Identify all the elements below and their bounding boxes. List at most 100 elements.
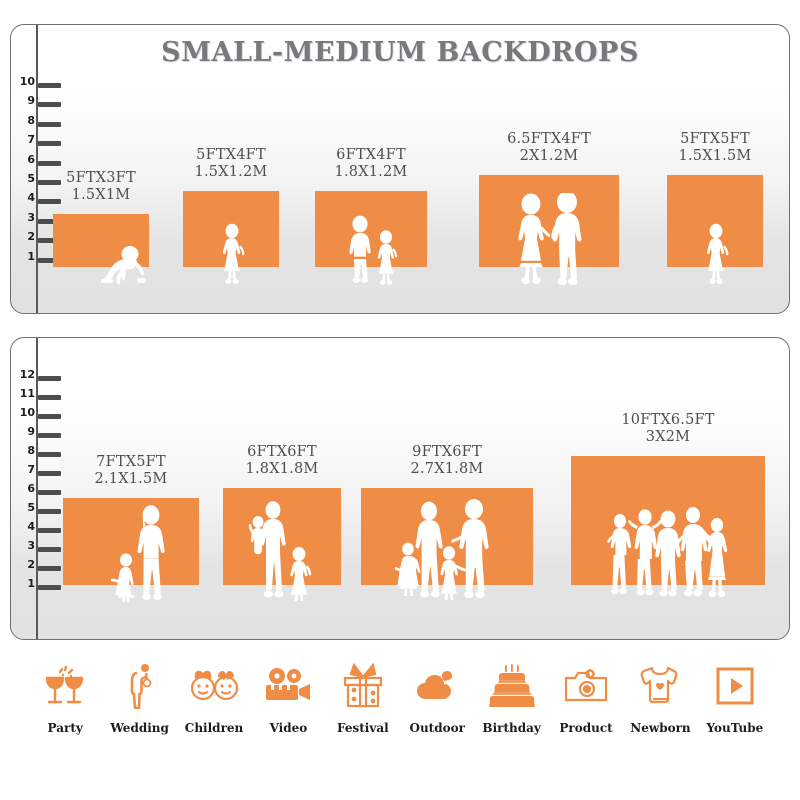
ruler-tick	[38, 180, 61, 185]
ruler-tick	[38, 141, 61, 147]
ruler-tick-label: 9	[27, 94, 35, 108]
backdrop-size-label: 5FTX5FT 1.5X1.5M	[679, 131, 752, 165]
movie-camera-icon	[263, 655, 313, 717]
ruler-tick	[38, 433, 61, 438]
ruler-tick-label: 10	[19, 406, 35, 419]
ruler-tick-label: 6	[27, 482, 35, 495]
ruler-tick	[38, 257, 61, 263]
backdrop-size-label: 5FTX4FT 1.5X1.2M	[195, 147, 268, 181]
ruler-tick	[38, 102, 61, 108]
backdrop-size-label: 9FTX6FT 2.7X1.8M	[411, 444, 484, 478]
small-medium-panel: SMALL-MEDIUM BACKDROPS 10 9 8 7 6 5 4 3 2 1 5FTX3…	[10, 24, 790, 314]
size-feet: 5FTX3FT	[66, 170, 136, 186]
size-meters: 2.7X1.8M	[410, 461, 484, 478]
ruler-tick-label: 12	[19, 368, 35, 381]
ruler-tick	[38, 528, 61, 533]
ruler-tick-label: 11	[19, 387, 35, 400]
person-silhouette-group-of-five	[607, 507, 727, 598]
ruler-tick-label: 5	[27, 172, 35, 185]
ruler-tick-label: 3	[27, 210, 35, 224]
height-ruler-top: 10 9 8 7 6 5 4 3 2 1	[11, 25, 69, 313]
ruler-tick-label: 5	[27, 501, 35, 514]
category-label: Party	[47, 721, 83, 735]
size-meters: 1.8X1.8M	[245, 461, 319, 478]
size-feet: 7FTX5FT	[96, 454, 166, 470]
ruler-tick-label: 2	[27, 230, 35, 244]
backdrop-swatch[interactable]	[479, 175, 619, 267]
ruler-tick	[38, 471, 61, 476]
size-meters: 1.8X1.2M	[334, 164, 408, 181]
person-silhouette-crawling-baby	[101, 246, 146, 285]
category-label: Birthday	[482, 721, 541, 735]
ruler-tick	[38, 199, 61, 205]
ruler-tick	[38, 121, 61, 127]
two-kid-faces-icon	[188, 655, 240, 717]
ruler-tick	[38, 160, 61, 166]
ruler-tick	[38, 395, 61, 400]
backdrop-size-label: 6.5FTX4FT 2X1.2M	[507, 131, 591, 165]
ruler-tick-label: 9	[27, 425, 35, 438]
ruler-tick-label: 7	[27, 133, 35, 147]
ruler-axis	[36, 25, 38, 313]
category-label: Children	[184, 721, 244, 735]
ruler-tick-label: 6	[27, 152, 35, 166]
size-feet: 6.5FTX4FT	[507, 131, 591, 147]
category-item[interactable]: Children	[177, 655, 251, 735]
category-item[interactable]: Birthday	[474, 655, 548, 735]
person-silhouette-one-girl	[706, 223, 729, 285]
ruler-tick	[38, 414, 61, 419]
category-label: Festival	[336, 721, 389, 735]
baby-onesie-icon	[639, 655, 681, 717]
category-item[interactable]: Wedding	[102, 655, 176, 735]
size-meters: 2.1X1.5M	[94, 471, 168, 488]
person-silhouette-mother-child-girl	[248, 501, 312, 601]
size-feet: 6FTX6FT	[247, 444, 317, 460]
category-item[interactable]: YouTube	[698, 655, 772, 735]
usage-category-strip: Party Wedding Children Video	[10, 655, 790, 765]
ruler-tick	[38, 218, 61, 224]
backdrop-size-label: 10FTX6.5FT 3X2M	[621, 412, 714, 446]
person-silhouette-family-of-four	[395, 499, 489, 600]
category-label: Wedding	[110, 721, 169, 735]
category-item[interactable]: Video	[251, 655, 325, 735]
ruler-tick	[38, 490, 61, 495]
ruler-tick	[38, 547, 61, 552]
person-silhouette-woman-and-child	[110, 505, 165, 603]
ruler-tick-label: 1	[27, 577, 35, 590]
size-meters: 1.5X1M	[71, 187, 131, 204]
ruler-tick-label: 7	[27, 463, 35, 476]
ruler-tick	[38, 83, 61, 88]
person-silhouette-one-girl	[222, 223, 245, 285]
play-button-icon	[715, 655, 755, 717]
backdrop-swatch[interactable]	[315, 191, 427, 267]
size-feet: 5FTX4FT	[196, 147, 266, 163]
backdrop-size-label: 5FTX3FT 1.5X1M	[66, 170, 136, 204]
category-label: Video	[269, 721, 308, 735]
category-item[interactable]: Newborn	[623, 655, 697, 735]
ruler-tick-label: 2	[27, 558, 35, 571]
backdrop-size-label: 6FTX6FT 1.8X1.8M	[246, 444, 319, 478]
ruler-axis	[36, 338, 38, 639]
ruler-tick	[38, 376, 61, 381]
page-title: SMALL-MEDIUM BACKDROPS	[161, 37, 639, 68]
ruler-tick-label: 4	[27, 191, 35, 205]
size-feet: 10FTX6.5FT	[621, 412, 715, 428]
medium-large-panel: 12 11 10 9 8 7 6 5 4 3 2 1 7FTX5FT 2.1X1.5M 6FTX6FT 1…	[10, 337, 790, 640]
backdrop-swatch[interactable]	[63, 498, 199, 585]
bride-bouquet-icon	[122, 655, 158, 717]
size-meters: 2X1.2M	[519, 148, 579, 165]
layer-cake-icon	[488, 655, 535, 717]
ruler-tick	[38, 566, 61, 571]
person-silhouette-girl-and-boy-large	[518, 193, 582, 285]
backdrop-size-label: 6FTX4FT 1.8X1.2M	[335, 147, 408, 181]
size-feet: 5FTX5FT	[680, 131, 750, 147]
size-meters: 1.5X1.5M	[678, 148, 752, 165]
category-item[interactable]: Product	[549, 655, 623, 735]
ruler-tick	[38, 452, 61, 457]
category-item[interactable]: Festival	[326, 655, 400, 735]
category-item[interactable]: Party	[28, 655, 102, 735]
cloud-icon	[414, 655, 460, 717]
category-item[interactable]: Outdoor	[400, 655, 474, 735]
height-ruler-bottom: 12 11 10 9 8 7 6 5 4 3 2 1	[11, 338, 69, 639]
